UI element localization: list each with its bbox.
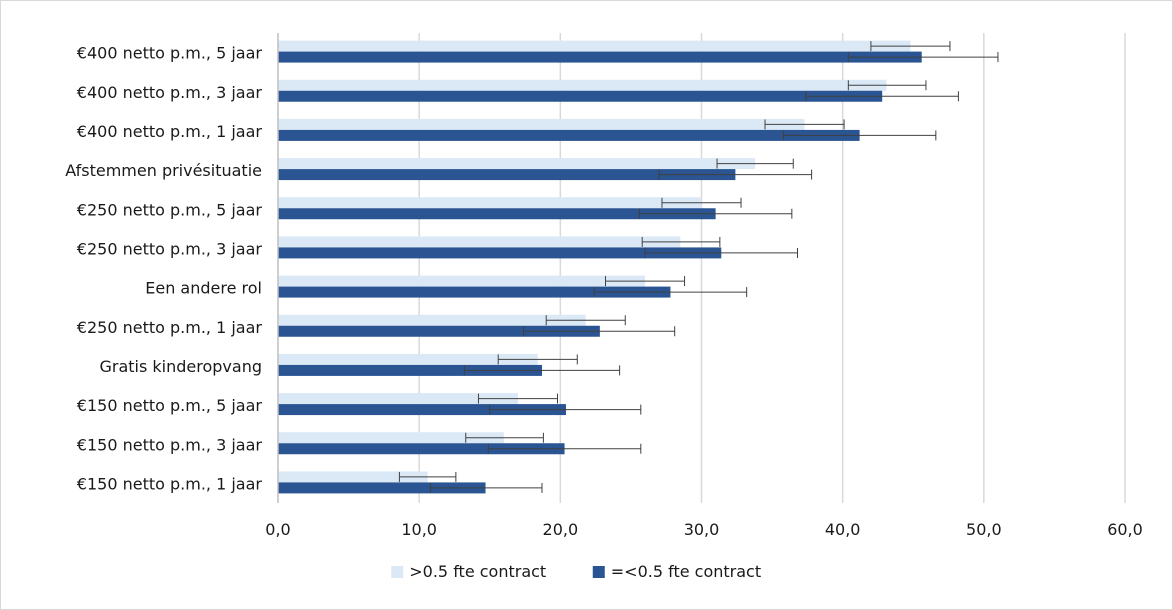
x-tick-label: 60,0 bbox=[1107, 520, 1143, 539]
bar-under-half-fte bbox=[278, 364, 542, 376]
x-tick-label: 40,0 bbox=[825, 520, 861, 539]
category-label: Gratis kinderopvang bbox=[99, 357, 262, 376]
bar-over-half-fte bbox=[278, 393, 518, 405]
legend: >0.5 fte contract =<0.5 fte contract bbox=[391, 562, 761, 581]
bars bbox=[278, 40, 922, 494]
category-label: €150 netto p.m., 1 jaar bbox=[77, 474, 263, 493]
x-tick-label: 30,0 bbox=[684, 520, 720, 539]
bar-over-half-fte bbox=[278, 158, 756, 170]
bar-over-half-fte bbox=[278, 353, 538, 365]
x-tick-label: 10,0 bbox=[401, 520, 437, 539]
bar-under-half-fte bbox=[278, 482, 486, 494]
bar-under-half-fte bbox=[278, 247, 722, 259]
category-label: €250 netto p.m., 3 jaar bbox=[77, 239, 263, 258]
bar-under-half-fte bbox=[278, 129, 860, 141]
bar-under-half-fte bbox=[278, 325, 600, 337]
x-tick-labels: 0,0 10,0 20,0 30,0 40,0 50,0 60,0 bbox=[265, 520, 1143, 539]
category-labels: €400 netto p.m., 5 jaar €400 netto p.m., … bbox=[65, 44, 262, 494]
bar-over-half-fte bbox=[278, 275, 646, 287]
category-label: €400 netto p.m., 5 jaar bbox=[77, 44, 263, 63]
category-label: €250 netto p.m., 5 jaar bbox=[77, 200, 263, 219]
category-label: Afstemmen privésituatie bbox=[65, 161, 262, 180]
category-label: €150 netto p.m., 5 jaar bbox=[77, 396, 263, 415]
category-label: €150 netto p.m., 3 jaar bbox=[77, 435, 263, 454]
x-tick-label: 20,0 bbox=[543, 520, 579, 539]
bar-under-half-fte bbox=[278, 286, 671, 298]
bar-over-half-fte bbox=[278, 236, 681, 248]
category-label: Een andere rol bbox=[145, 279, 262, 298]
bar-over-half-fte bbox=[278, 471, 428, 483]
category-label: €400 netto p.m., 1 jaar bbox=[77, 122, 263, 141]
category-label: €250 netto p.m., 1 jaar bbox=[77, 318, 263, 337]
gridlines bbox=[418, 33, 1126, 503]
bar-over-half-fte bbox=[278, 314, 586, 326]
legend-label: >0.5 fte contract bbox=[409, 562, 546, 581]
legend-swatch bbox=[592, 566, 605, 578]
legend-label: =<0.5 fte contract bbox=[611, 562, 761, 581]
error-bars bbox=[398, 41, 999, 493]
x-tick-label: 0,0 bbox=[265, 520, 290, 539]
bar-over-half-fte bbox=[278, 432, 504, 444]
x-tick-label: 50,0 bbox=[966, 520, 1002, 539]
bar-under-half-fte bbox=[278, 169, 736, 181]
bar-over-half-fte bbox=[278, 40, 911, 52]
legend-swatch bbox=[391, 566, 404, 578]
bar-over-half-fte bbox=[278, 197, 702, 209]
bar-under-half-fte bbox=[278, 443, 565, 455]
bar-under-half-fte bbox=[278, 90, 883, 102]
bar-over-half-fte bbox=[278, 79, 887, 91]
bar-under-half-fte bbox=[278, 51, 922, 63]
bar-under-half-fte bbox=[278, 404, 566, 416]
bar-over-half-fte bbox=[278, 118, 805, 130]
category-label: €400 netto p.m., 3 jaar bbox=[77, 83, 263, 102]
bar-under-half-fte bbox=[278, 208, 716, 220]
